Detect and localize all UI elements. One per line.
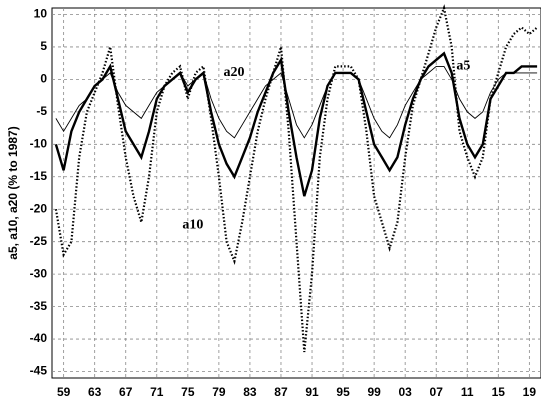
y-tick-label: 5: [40, 39, 47, 53]
x-tick-label: 19: [523, 385, 537, 399]
x-tick-label: 59: [57, 385, 71, 399]
y-tick-label: -35: [30, 299, 48, 313]
y-tick-label: -20: [30, 201, 48, 215]
y-tick-label: 10: [34, 7, 48, 21]
x-tick-label: 67: [119, 385, 133, 399]
x-tick-label: 15: [492, 385, 506, 399]
series-label: a20: [224, 65, 245, 80]
series-label: a5: [456, 59, 470, 74]
x-tick-label: 11: [461, 385, 474, 399]
y-tick-label: -45: [30, 364, 48, 378]
series-line: [54, 51, 538, 197]
x-tick-label: 07: [430, 385, 444, 399]
x-tick-label: 95: [336, 385, 350, 399]
x-tick-label: 63: [88, 385, 102, 399]
y-tick-label: -30: [30, 266, 48, 280]
x-tick-label: 75: [181, 385, 195, 399]
x-tick-label: 71: [150, 385, 164, 399]
y-tick-label: 0: [40, 72, 47, 86]
x-tick-label: 87: [274, 385, 288, 399]
x-tick-label: 03: [398, 385, 412, 399]
x-tick-label: 83: [243, 385, 257, 399]
y-tick-label: -25: [30, 234, 48, 248]
series-line: [54, 4, 538, 353]
y-tick-label: -40: [30, 331, 48, 345]
y-axis-label: a5, a10, a20 (% to 1987): [6, 126, 20, 259]
y-tick-label: -5: [36, 104, 47, 118]
x-tick-label: 99: [367, 385, 381, 399]
plot-frame: [51, 7, 541, 379]
x-tick-label: 79: [212, 385, 226, 399]
series-line: [55, 65, 538, 139]
y-tick-label: -15: [30, 169, 48, 183]
x-tick-label: 91: [305, 385, 319, 399]
series-label: a10: [182, 218, 203, 233]
y-tick-label: -10: [30, 136, 48, 150]
